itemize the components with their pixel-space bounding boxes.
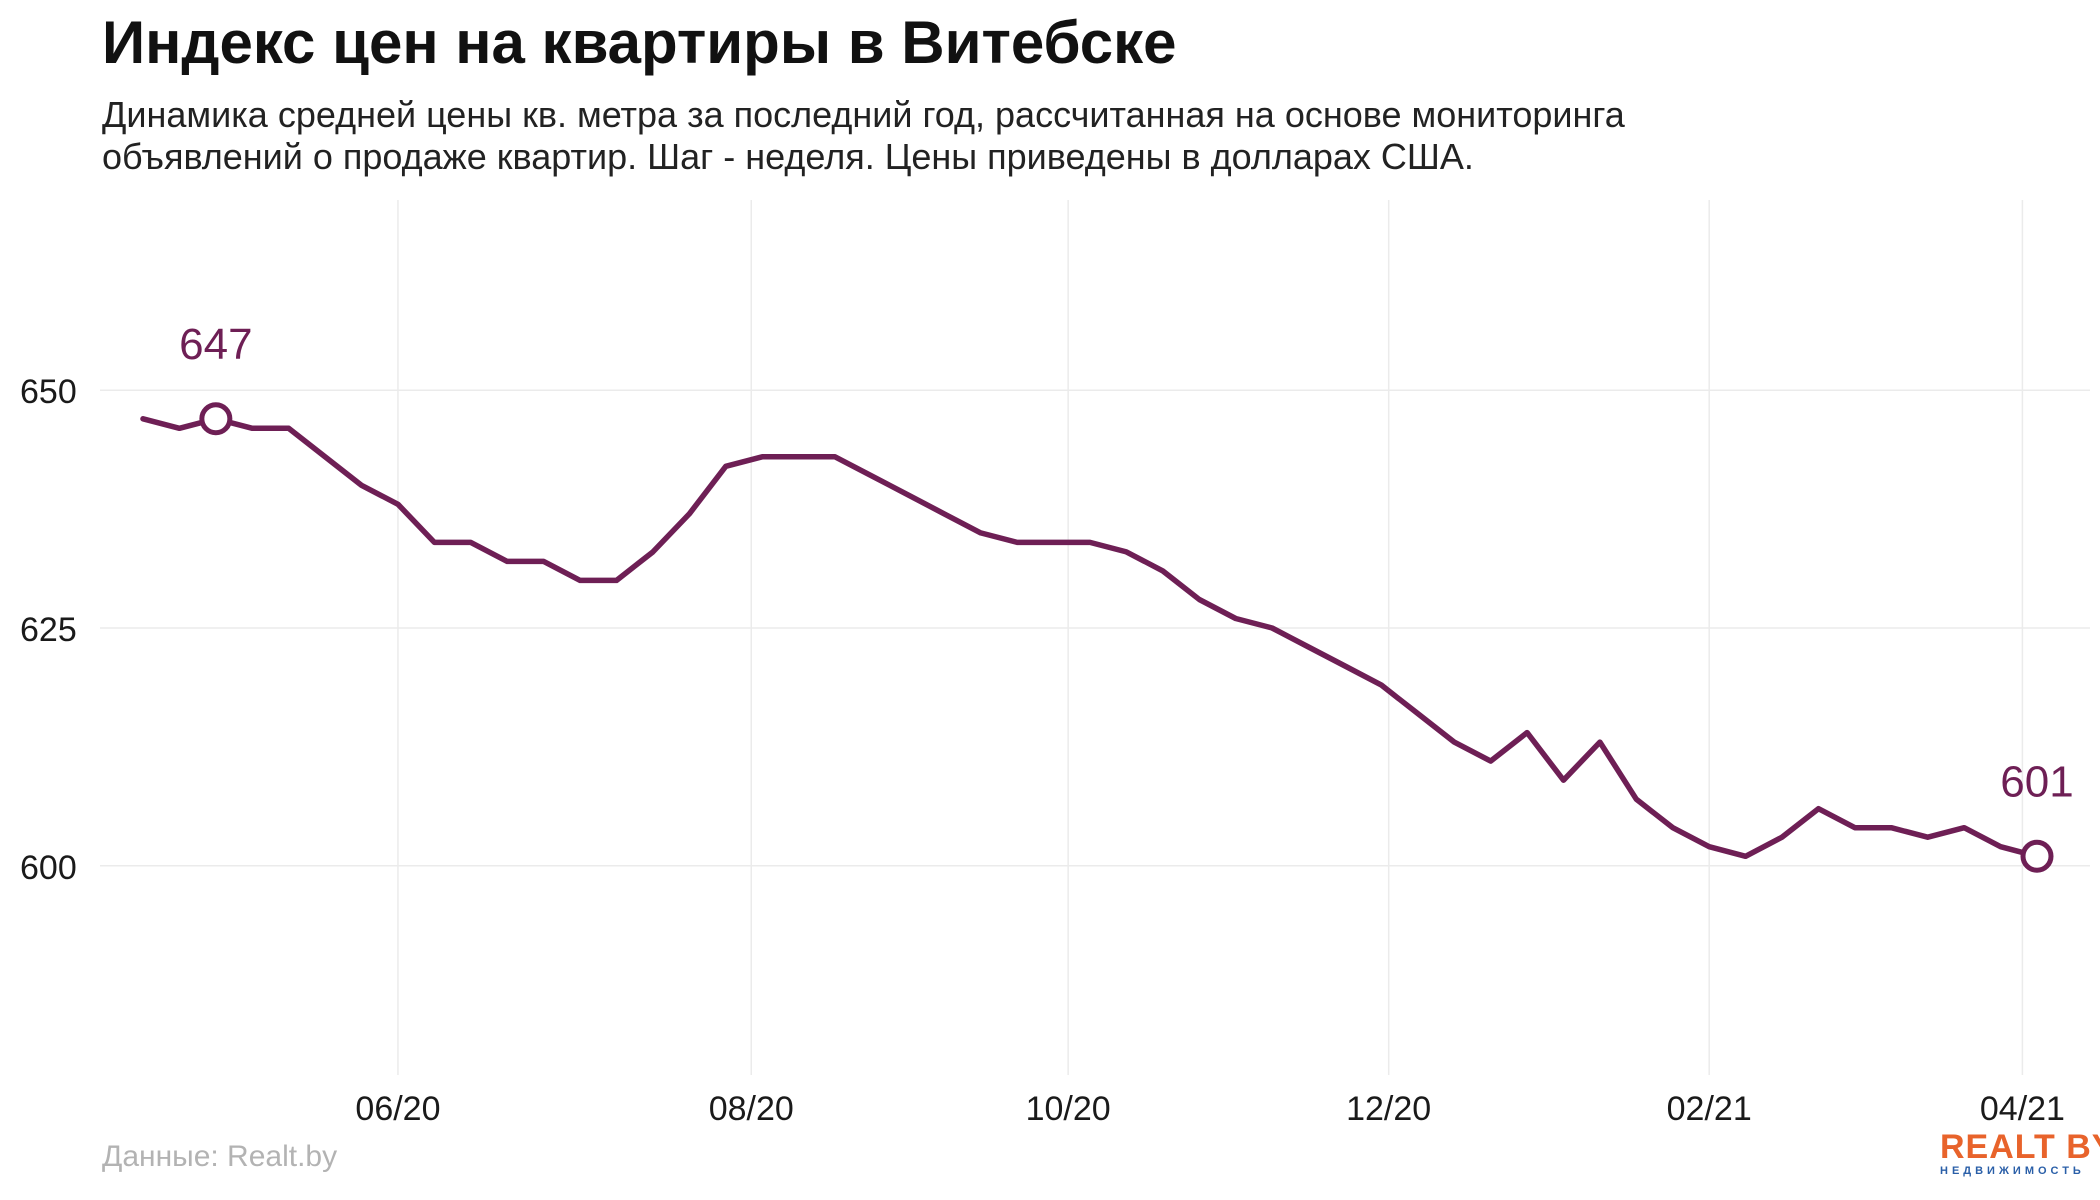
- annotation-layer: 647 601: [179, 320, 2074, 873]
- logo-text: REALT BY: [1940, 1128, 2100, 1166]
- y-tick-label: 650: [20, 373, 77, 411]
- data-source-note: Данные: Realt.by: [102, 1140, 338, 1173]
- series-line: [140, 416, 2040, 860]
- grid-lines: [100, 200, 2090, 1075]
- x-tick-label: 08/20: [709, 1090, 794, 1128]
- data-label: 647: [179, 320, 252, 369]
- highlight-point-marker: [199, 402, 233, 436]
- highlight-point-marker: [2020, 839, 2054, 873]
- logo-subtext: НЕДВИЖИМОСТЬ: [1940, 1165, 2085, 1177]
- axis-labels: 600 625 650 06/20 08/20 10/20 12/20 02/21 04/21: [20, 373, 2065, 1128]
- subtitle-line-1: Динамика средней цены кв. метра за после…: [102, 94, 1625, 135]
- chart-title: Индекс цен на квартиры в Витебске: [102, 9, 1177, 76]
- realt-logo: REALT BY НЕДВИЖИМОСТЬ: [1940, 1128, 2100, 1188]
- x-tick-label: 06/20: [355, 1090, 440, 1128]
- y-tick-label: 625: [20, 611, 77, 649]
- series-layer: [140, 416, 2040, 860]
- chart-subtitle: Динамика средней цены кв. метра за после…: [102, 94, 1902, 178]
- x-tick-label: 12/20: [1346, 1090, 1431, 1128]
- x-tick-label: 10/20: [1026, 1090, 1111, 1128]
- subtitle-line-2: объявлений о продаже квартир. Шаг - неде…: [102, 136, 1474, 177]
- x-tick-label: 04/21: [1980, 1090, 2065, 1128]
- data-label: 601: [2000, 757, 2073, 806]
- y-tick-label: 600: [20, 849, 77, 887]
- x-tick-label: 02/21: [1667, 1090, 1752, 1128]
